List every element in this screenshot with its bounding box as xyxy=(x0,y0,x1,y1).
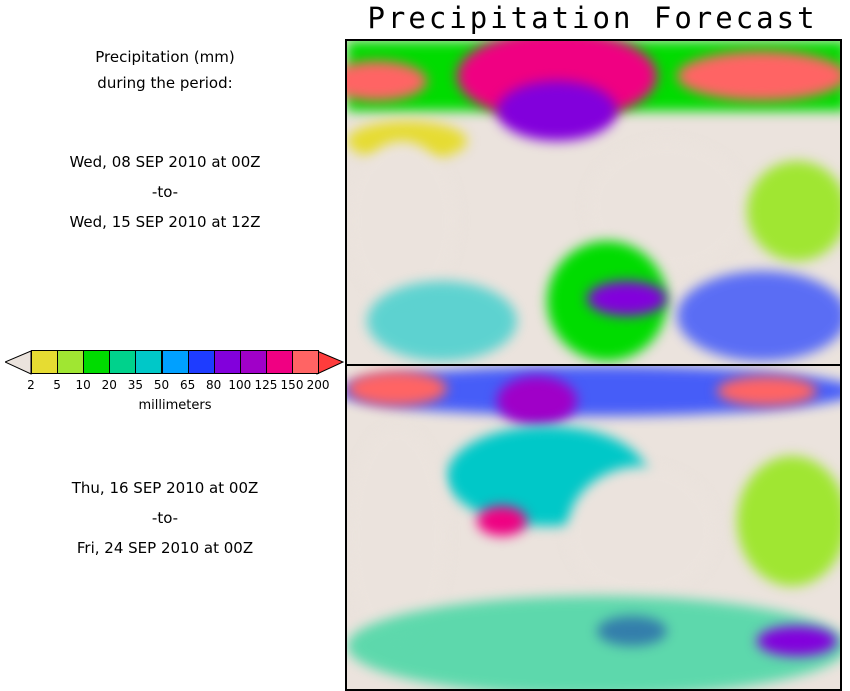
colorbar-tick-label: 150 xyxy=(280,378,304,392)
colorbar-tick-label: 35 xyxy=(127,378,144,392)
header-line-2: during the period: xyxy=(97,74,233,92)
period-2-until: Fri, 24 SEP 2010 at 00Z xyxy=(76,539,254,557)
colorbar-swatch xyxy=(187,350,215,374)
period-2-from: Thu, 16 SEP 2010 at 00Z xyxy=(71,479,259,497)
period-2-to-label: -to- xyxy=(151,509,179,527)
chart-title: Precipitation Forecast xyxy=(367,1,818,35)
colorbar-swatch xyxy=(57,350,85,374)
map-period-2 xyxy=(345,364,842,691)
colorbar-tick-label: 2 xyxy=(27,378,35,392)
period-1-until: Wed, 15 SEP 2010 at 12Z xyxy=(69,213,261,231)
map-period-1 xyxy=(345,39,842,366)
colorbar-swatch xyxy=(83,350,111,374)
colorbar-swatch xyxy=(31,350,59,374)
colorbar-tick-label: 20 xyxy=(101,378,117,392)
colorbar-swatch xyxy=(239,350,267,374)
colorbar-tick-label: 200 xyxy=(306,378,330,392)
over-arrow xyxy=(316,350,345,375)
under-arrow xyxy=(5,350,32,375)
colorbar-swatch xyxy=(292,350,320,374)
colorbar-tick-label: 125 xyxy=(254,378,278,392)
colorbar-swatch xyxy=(265,350,293,374)
colorbar-tick-label: 80 xyxy=(206,378,222,392)
header-line-1: Precipitation (mm) xyxy=(95,48,235,66)
colorbar-unit: millimeters xyxy=(138,398,212,413)
colorbar-tick-label: 10 xyxy=(75,378,91,392)
colorbar-tick-label: 5 xyxy=(53,378,61,392)
period-1-to-label: -to- xyxy=(151,183,179,201)
colorbar-swatch xyxy=(213,350,241,374)
colorbar-tick-label: 50 xyxy=(153,378,170,392)
colorbar-swatch xyxy=(135,350,163,374)
colorbar-tick-label: 100 xyxy=(228,378,252,392)
colorbar-swatch xyxy=(109,350,137,374)
colorbar-tick-label: 65 xyxy=(179,378,196,392)
period-1-from: Wed, 08 SEP 2010 at 00Z xyxy=(69,153,261,171)
colorbar-swatch xyxy=(161,350,189,374)
